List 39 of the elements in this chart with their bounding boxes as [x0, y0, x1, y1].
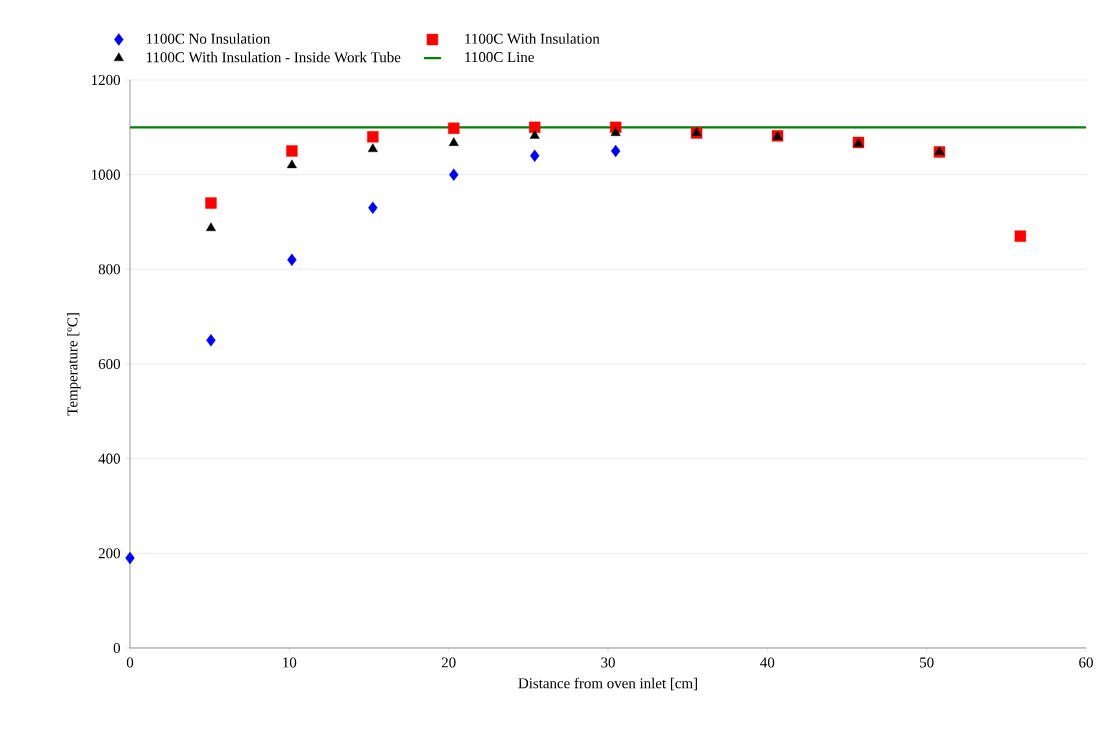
point	[529, 121, 541, 133]
y-tick-label: 400	[98, 453, 121, 464]
point	[610, 144, 621, 158]
point	[125, 551, 135, 565]
y-tick-label: 1000	[92, 169, 121, 180]
x-tick-label: 60	[1079, 657, 1093, 668]
point	[448, 122, 460, 134]
legend-label: 1100C No Insulation	[146, 33, 271, 44]
x-tick-label: 10	[283, 657, 297, 668]
x-axis-title: Distance from oven inlet [cm]	[518, 677, 697, 691]
y-tick-label: 800	[98, 264, 121, 275]
legend-label: 1100C With Insulation - Inside Work Tube	[146, 51, 401, 63]
point	[449, 168, 459, 181]
point	[368, 201, 378, 214]
legend-label: 1100C With Insulation	[465, 33, 600, 44]
point	[530, 149, 540, 162]
y-tick-label: 1200	[92, 74, 121, 86]
x-tick-label: 20	[441, 657, 456, 668]
x-tick-label: 40	[760, 657, 775, 668]
point	[286, 145, 298, 157]
point	[529, 130, 540, 139]
y-axis-title: Temperature [ºC]	[66, 313, 81, 416]
point	[367, 131, 379, 143]
point	[287, 253, 297, 267]
y-tick-label: 0	[113, 642, 121, 654]
point	[1014, 230, 1027, 242]
legend-label: 1100C Line	[465, 52, 534, 63]
x-tick-label: 50	[920, 657, 934, 668]
point	[610, 127, 621, 136]
x-tick-label: 30	[601, 657, 615, 668]
point	[286, 159, 297, 169]
point	[448, 137, 459, 146]
y-tick-label: 200	[98, 548, 121, 559]
point	[206, 334, 216, 347]
point	[206, 222, 216, 232]
y-tick-label: 600	[98, 358, 121, 370]
point	[367, 143, 378, 153]
x-tick-label: 0	[126, 657, 134, 668]
point	[205, 197, 217, 209]
